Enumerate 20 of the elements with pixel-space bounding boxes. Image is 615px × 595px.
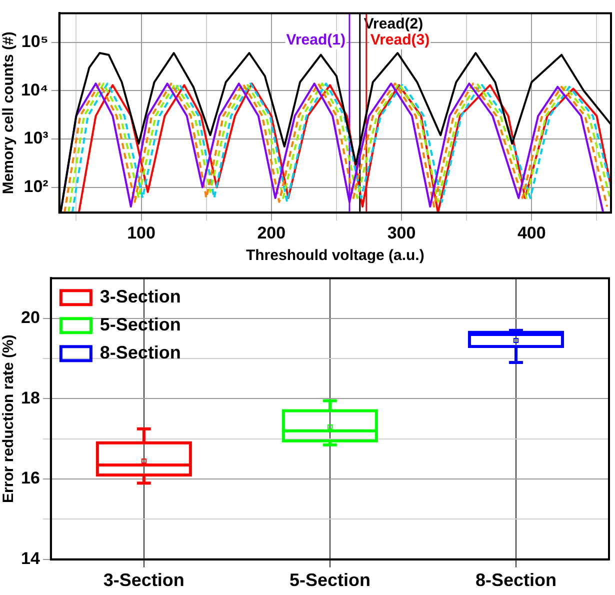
ref-line-label: Vread(3)	[370, 31, 430, 48]
y-tick-label: 14	[20, 549, 40, 568]
x-tick-label: 5-Section	[289, 570, 370, 590]
y-tick-label: 20	[20, 308, 40, 328]
y-tick-label: 18	[20, 388, 40, 408]
y-axis-title: Memory cell counts (#)	[0, 32, 18, 194]
x-tick-label: 3-Section	[103, 570, 184, 590]
x-axis-title: Threshould voltage (a.u.)	[246, 247, 424, 264]
y-axis-title: Error reduction rate (%)	[0, 334, 18, 503]
x-tick-label: 300	[387, 223, 416, 242]
x-tick-label: 100	[127, 223, 156, 242]
y-tick-label: 10²	[24, 177, 49, 196]
x-tick-label: 8-Section	[475, 570, 556, 590]
y-tick-label: 10⁴	[20, 80, 48, 100]
y-tick-label: 16	[20, 468, 40, 488]
y-tick-label: 10⁵	[21, 32, 48, 51]
y-tick-label: 10³	[24, 128, 49, 148]
x-tick-label: 400	[517, 223, 546, 242]
ref-line-label: Vread(1)	[286, 31, 346, 48]
x-tick-label: 200	[257, 223, 286, 242]
